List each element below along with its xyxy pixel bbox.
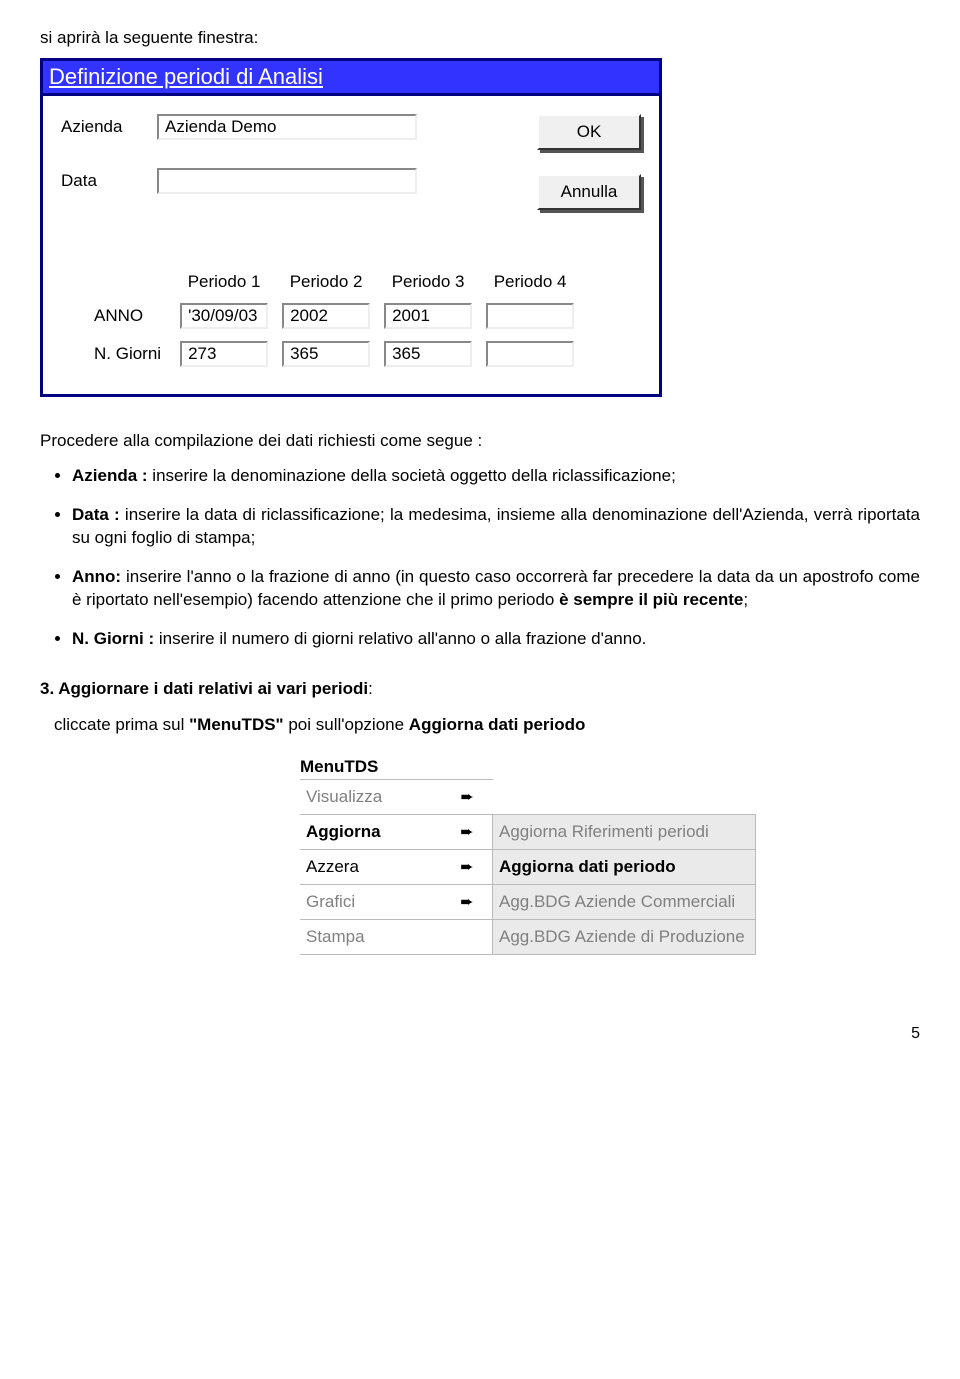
bullet-data-text: inserire la data di riclassificazione; l… — [72, 505, 920, 547]
dialog-window: Definizione periodi di Analisi Azienda A… — [40, 58, 662, 397]
data-label: Data — [61, 171, 141, 191]
giorni-cell-3[interactable]: 365 — [384, 341, 472, 367]
bullet-anno-text-b: è sempre il più recente — [559, 590, 743, 609]
menu-item-azzera[interactable]: Azzera — [300, 849, 446, 884]
arrow-icon: ➨ — [446, 814, 493, 849]
annulla-button[interactable]: Annulla — [537, 174, 641, 210]
azienda-label: Azienda — [61, 117, 141, 137]
submenu-commerciali[interactable]: Agg.BDG Aziende Commerciali — [493, 884, 756, 919]
click-d: Aggiorna dati periodo — [409, 715, 586, 734]
period-header-2: Periodo 2 — [281, 272, 371, 292]
bullet-anno: Anno: inserire l'anno o la frazione di a… — [72, 566, 920, 612]
giorni-cell-2[interactable]: 365 — [282, 341, 370, 367]
anno-cell-1[interactable]: '30/09/03 — [180, 303, 268, 329]
submenu-dati-periodo[interactable]: Aggiorna dati periodo — [493, 849, 756, 884]
giorni-row-label: N. Giorni — [93, 340, 167, 368]
bullet-azienda-text: inserire la denominazione della società … — [148, 466, 676, 485]
anno-cell-4[interactable] — [486, 303, 574, 329]
bullet-list: Azienda : inserire la denominazione dell… — [40, 465, 920, 651]
click-c: poi sull'opzione — [284, 715, 409, 734]
submenu-riferimenti[interactable]: Aggiorna Riferimenti periodi — [493, 814, 756, 849]
anno-cell-2[interactable]: 2002 — [282, 303, 370, 329]
menu-block: MenuTDS Visualizza ➨ Aggiorna ➨ Aggiorna… — [300, 757, 820, 955]
bullet-data-label: Data : — [72, 505, 120, 524]
giorni-cell-4[interactable] — [486, 341, 574, 367]
bullet-azienda-label: Azienda : — [72, 466, 148, 485]
data-field[interactable] — [157, 168, 417, 194]
arrow-icon: ➨ — [446, 779, 493, 814]
arrow-icon: ➨ — [446, 884, 493, 919]
intro-text: si aprirà la seguente finestra: — [40, 28, 920, 48]
menu-title: MenuTDS — [300, 757, 820, 777]
arrow-icon — [446, 919, 493, 954]
dialog-title: Definizione periodi di Analisi — [43, 61, 659, 96]
proc-intro: Procedere alla compilazione dei dati ric… — [40, 431, 920, 451]
bullet-giorni-text: inserire il numero di giorni relativo al… — [154, 629, 646, 648]
submenu-empty — [493, 779, 756, 814]
step3-instruction: cliccate prima sul "MenuTDS" poi sull'op… — [54, 715, 920, 735]
periods-table: Periodo 1 Periodo 2 Periodo 3 Periodo 4 … — [81, 262, 587, 378]
ok-button[interactable]: OK — [537, 114, 641, 150]
anno-cell-3[interactable]: 2001 — [384, 303, 472, 329]
period-header-3: Periodo 3 — [383, 272, 473, 292]
bullet-data: Data : inserire la data di riclassificaz… — [72, 504, 920, 550]
page-number: 5 — [40, 1025, 920, 1043]
anno-row-label: ANNO — [93, 302, 167, 330]
menu-item-visualizza[interactable]: Visualizza — [300, 779, 446, 814]
azienda-field[interactable]: Azienda Demo — [157, 114, 417, 140]
step3-label: 3. Aggiornare i dati relativi ai vari pe… — [40, 679, 368, 698]
bullet-giorni-label: N. Giorni : — [72, 629, 154, 648]
bullet-anno-label: Anno: — [72, 567, 121, 586]
menu-item-stampa[interactable]: Stampa — [300, 919, 446, 954]
menu-item-grafici[interactable]: Grafici — [300, 884, 446, 919]
bullet-anno-text-a: inserire l'anno o la frazione di anno (i… — [72, 567, 920, 609]
dialog-body: Azienda Azienda Demo Data OK Annulla Per… — [43, 96, 659, 394]
click-b: "MenuTDS" — [189, 715, 284, 734]
bullet-azienda: Azienda : inserire la denominazione dell… — [72, 465, 920, 488]
submenu-produzione[interactable]: Agg.BDG Aziende di Produzione — [493, 919, 756, 954]
period-header-1: Periodo 1 — [179, 272, 269, 292]
step3-heading: 3. Aggiornare i dati relativi ai vari pe… — [40, 679, 920, 699]
period-header-4: Periodo 4 — [485, 272, 575, 292]
click-a: cliccate prima sul — [54, 715, 189, 734]
bullet-anno-text-c: ; — [743, 590, 748, 609]
menu-table: Visualizza ➨ Aggiorna ➨ Aggiorna Riferim… — [300, 779, 756, 955]
step3-colon: : — [368, 679, 373, 698]
giorni-cell-1[interactable]: 273 — [180, 341, 268, 367]
bullet-giorni: N. Giorni : inserire il numero di giorni… — [72, 628, 920, 651]
menu-item-aggiorna[interactable]: Aggiorna — [300, 814, 446, 849]
arrow-icon: ➨ — [446, 849, 493, 884]
